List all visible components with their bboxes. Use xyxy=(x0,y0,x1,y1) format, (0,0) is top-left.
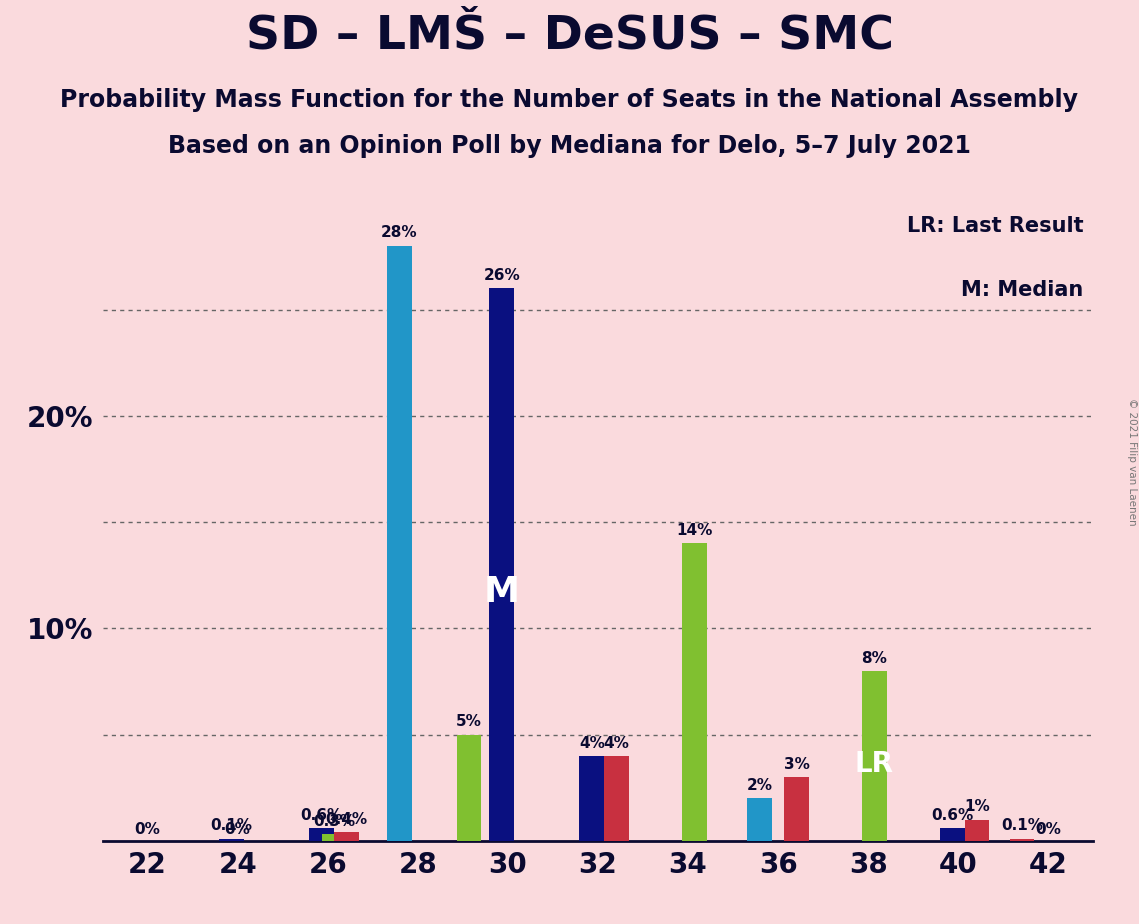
Bar xyxy=(1009,839,1034,841)
Bar xyxy=(309,828,334,841)
Text: 0%: 0% xyxy=(224,821,251,836)
Text: 1%: 1% xyxy=(964,799,990,814)
Text: 0%: 0% xyxy=(1035,821,1062,836)
Bar xyxy=(334,833,359,841)
Text: Probability Mass Function for the Number of Seats in the National Assembly: Probability Mass Function for the Number… xyxy=(60,88,1079,112)
Text: 0.6%: 0.6% xyxy=(301,808,343,822)
Text: M: M xyxy=(484,576,519,609)
Text: 0.1%: 0.1% xyxy=(211,819,253,833)
Text: 0.3%: 0.3% xyxy=(313,814,355,829)
Text: 28%: 28% xyxy=(380,225,418,240)
Text: 5%: 5% xyxy=(456,714,482,729)
Text: 0.1%: 0.1% xyxy=(1001,819,1043,833)
Bar xyxy=(457,735,482,841)
Text: SD – LMŠ – DeSUS – SMC: SD – LMŠ – DeSUS – SMC xyxy=(246,14,893,59)
Bar xyxy=(965,820,990,841)
Text: Based on an Opinion Poll by Mediana for Delo, 5–7 July 2021: Based on an Opinion Poll by Mediana for … xyxy=(169,134,970,158)
Bar xyxy=(940,828,965,841)
Bar xyxy=(387,246,411,841)
Text: 26%: 26% xyxy=(483,268,521,283)
Bar xyxy=(747,798,772,841)
Text: LR: Last Result: LR: Last Result xyxy=(907,216,1083,236)
Text: 8%: 8% xyxy=(861,650,887,665)
Text: © 2021 Filip van Laenen: © 2021 Filip van Laenen xyxy=(1126,398,1137,526)
Text: 0.6%: 0.6% xyxy=(931,808,973,822)
Bar xyxy=(785,777,809,841)
Bar xyxy=(682,543,706,841)
Bar xyxy=(219,839,244,841)
Text: 0.4%: 0.4% xyxy=(326,812,368,827)
Bar xyxy=(862,671,887,841)
Text: 4%: 4% xyxy=(604,736,630,750)
Bar xyxy=(604,756,629,841)
Text: LR: LR xyxy=(855,750,894,778)
Bar xyxy=(321,834,346,841)
Bar xyxy=(490,288,514,841)
Text: 14%: 14% xyxy=(677,523,712,538)
Text: 0%: 0% xyxy=(134,821,161,836)
Text: M: Median: M: Median xyxy=(961,280,1083,299)
Text: 4%: 4% xyxy=(579,736,605,750)
Text: 2%: 2% xyxy=(746,778,772,793)
Text: 3%: 3% xyxy=(784,757,810,772)
Bar xyxy=(580,756,604,841)
